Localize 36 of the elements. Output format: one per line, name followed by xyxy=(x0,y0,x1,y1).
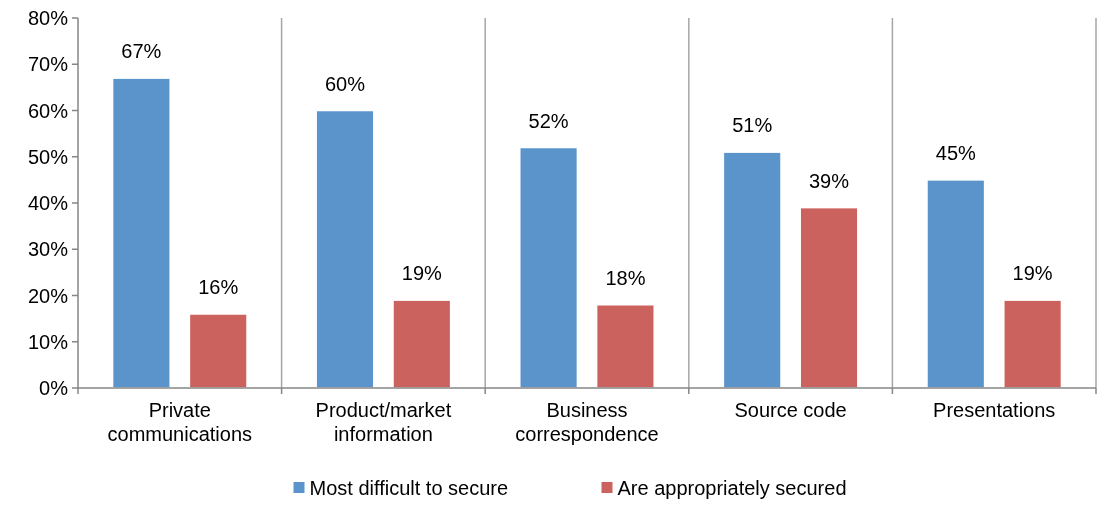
bar xyxy=(111,77,171,389)
legend-label: Are appropriately secured xyxy=(617,477,847,499)
data-label: 67% xyxy=(121,40,162,63)
data-label: 52% xyxy=(528,109,569,132)
y-tick-label: 30% xyxy=(27,238,69,261)
data-label: 19% xyxy=(401,262,443,285)
x-tick-label: Private communications xyxy=(107,399,253,445)
legend-label: Most difficult to secure xyxy=(309,477,509,499)
y-tick-label: 80% xyxy=(27,7,69,29)
data-label: 19% xyxy=(1012,262,1053,285)
x-tick-label: Product/market information xyxy=(315,399,452,445)
data-label: 45% xyxy=(935,141,977,164)
data-label: 51% xyxy=(732,114,773,137)
data-label: 60% xyxy=(324,72,366,95)
y-tick-label: 50% xyxy=(27,145,69,168)
y-tick-label: 20% xyxy=(27,284,69,307)
bar xyxy=(799,206,859,389)
y-tick-label: 0% xyxy=(39,377,69,399)
bar xyxy=(722,151,782,389)
bar xyxy=(392,299,452,389)
bar xyxy=(188,313,248,389)
bar xyxy=(595,304,655,389)
bar xyxy=(1003,299,1063,389)
bar xyxy=(315,109,375,389)
x-tick-label: Source code xyxy=(734,399,847,421)
data-label: 16% xyxy=(198,276,239,298)
y-tick-label: 40% xyxy=(27,192,69,214)
y-tick-label: 10% xyxy=(27,330,69,353)
y-tick-label: 60% xyxy=(27,99,69,122)
y-tick-label: 70% xyxy=(27,53,69,76)
bar xyxy=(519,146,579,389)
data-label: 18% xyxy=(605,266,646,289)
x-tick-label: Business correspondence xyxy=(515,399,659,445)
data-label: 39% xyxy=(809,169,850,192)
x-tick-label: Presentations xyxy=(933,399,1056,421)
bar xyxy=(926,179,986,389)
